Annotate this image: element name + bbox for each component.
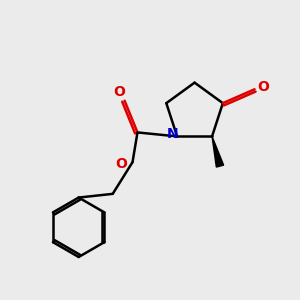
Text: O: O bbox=[116, 157, 127, 171]
Polygon shape bbox=[212, 136, 224, 167]
Text: O: O bbox=[114, 85, 126, 99]
Text: O: O bbox=[257, 80, 269, 94]
Text: N: N bbox=[166, 128, 178, 141]
